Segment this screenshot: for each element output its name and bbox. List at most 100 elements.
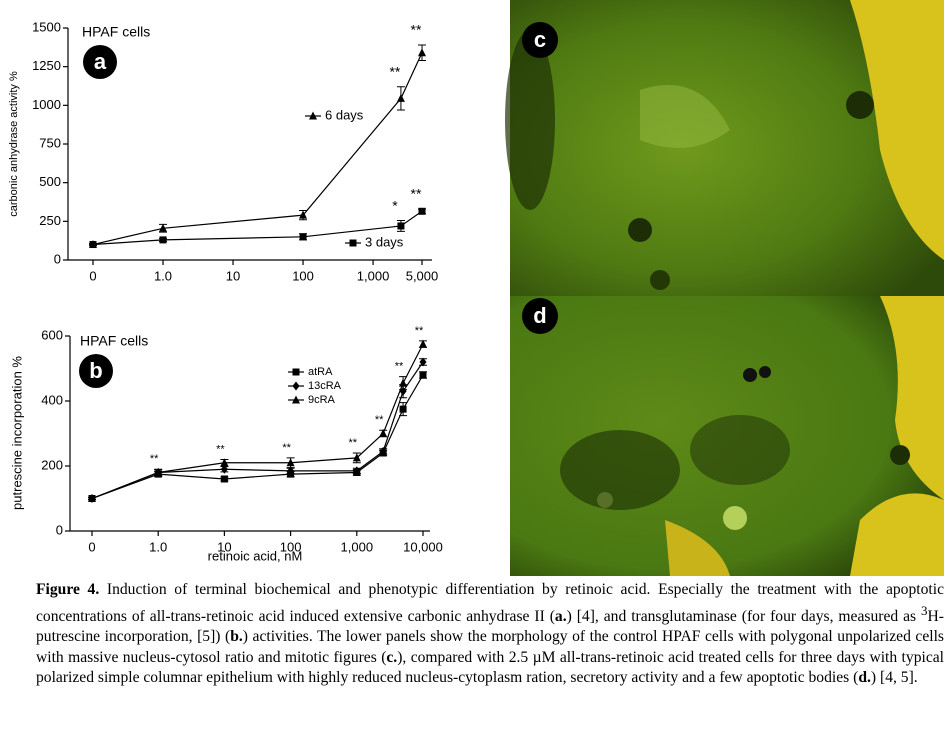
marker	[419, 339, 427, 348]
panel-badge	[522, 298, 558, 334]
marker	[399, 405, 407, 413]
x-tick-label: 0	[89, 268, 96, 283]
significance-label: **	[395, 361, 404, 373]
significance-label: **	[282, 442, 291, 454]
caption-ref: b.	[230, 628, 243, 646]
marker	[154, 468, 163, 476]
marker	[220, 458, 229, 467]
series-line	[91, 343, 424, 500]
legend-marker	[292, 395, 300, 404]
x-tick-label: 1.0	[154, 268, 172, 283]
marker	[286, 458, 295, 467]
y-tick-label: 1250	[32, 58, 61, 73]
caption-ref: d.	[858, 669, 871, 687]
legend-label: 3 days	[365, 234, 404, 249]
marker	[379, 429, 388, 437]
x-tick-label: 1,000	[341, 539, 374, 554]
significance-label: **	[375, 414, 384, 426]
x-axis-label: retinoic acid, nM	[208, 548, 303, 563]
marker	[418, 48, 426, 57]
marker	[397, 222, 405, 230]
y-tick-label: 600	[41, 327, 63, 342]
marker	[220, 475, 228, 483]
y-tick-label: 250	[39, 213, 61, 228]
panel-badge	[79, 354, 113, 388]
marker	[353, 466, 361, 476]
significance-label: **	[349, 437, 358, 449]
chart-title: HPAF cells	[82, 24, 150, 40]
series-line	[91, 361, 424, 500]
significance-label: **	[216, 443, 225, 455]
legend-label: 6 days	[325, 107, 364, 122]
significance-label: **	[389, 63, 400, 79]
panel-label: b	[89, 358, 102, 383]
legend-marker	[309, 111, 317, 120]
y-tick-label: 500	[39, 174, 61, 189]
caption-ref: c.	[386, 648, 398, 666]
caption-text: ) activities. The lower panels show the …	[36, 628, 945, 666]
marker	[287, 466, 295, 476]
marker	[352, 453, 361, 462]
marker	[88, 494, 96, 502]
caption-ref: a.	[554, 607, 567, 625]
legend-marker	[349, 239, 357, 247]
significance-label: **	[150, 453, 159, 465]
caption-label: Figure 4.	[36, 581, 100, 598]
marker	[399, 378, 408, 387]
chart: 0 200 400 600 0 1.0 10 100 1,000 10,000 HPAF cells…	[9, 325, 442, 564]
legend-label: atRA	[308, 366, 333, 378]
micrograph-c: c	[505, 0, 944, 296]
caption-sup: 3	[921, 602, 928, 618]
x-tick-label: 100	[292, 268, 314, 283]
marker	[379, 446, 387, 456]
legend-marker	[292, 381, 300, 391]
panel-badge	[83, 45, 117, 79]
marker	[220, 464, 228, 474]
marker	[418, 207, 426, 215]
panel-label: a	[94, 49, 107, 74]
marker	[299, 233, 307, 241]
panel-label: d	[533, 303, 546, 328]
significance-label: **	[411, 186, 422, 202]
marker	[419, 357, 427, 367]
x-tick-label: 0	[88, 539, 95, 554]
x-tick-label: 10	[217, 539, 231, 554]
chart-title: HPAF cells	[80, 333, 148, 349]
x-tick-label: 100	[280, 539, 302, 554]
y-tick-label: 200	[41, 457, 63, 472]
legend-label: 13cRA	[308, 380, 342, 392]
caption-text: ) [4, 5].	[870, 669, 918, 687]
y-tick-label: 400	[41, 392, 63, 407]
caption-text: ) [4], and transglutaminase (for four da…	[566, 607, 922, 625]
y-tick-label: 0	[54, 251, 61, 266]
x-tick-label: 10,000	[403, 539, 443, 554]
y-tick-label: 1500	[32, 19, 61, 34]
chart: 0 250 500 750 1000 1250 1500 0 1.0 10 100 1,000 5,00…	[8, 19, 438, 283]
legend-label: 9cRA	[308, 394, 336, 406]
legend-marker	[292, 368, 300, 376]
y-tick-label: 750	[39, 135, 61, 150]
caption: Figure 4. Induction of terminal biochemi…	[36, 580, 944, 689]
x-tick-label: 1,000	[357, 268, 390, 283]
marker	[159, 223, 168, 232]
y-axis-label: putrescine incorporation %	[9, 356, 24, 510]
series-line	[92, 52, 423, 246]
significance-label: *	[392, 197, 398, 213]
caption-text: Induction of terminal biochemical and ph…	[36, 581, 944, 625]
panel-badge	[522, 22, 558, 58]
x-tick-label: 5,000	[406, 268, 439, 283]
y-axis-label: carbonic anhydrase activity %	[8, 71, 20, 217]
marker	[299, 210, 308, 219]
x-tick-label: 10	[226, 268, 240, 283]
marker	[89, 241, 97, 249]
marker	[159, 236, 167, 244]
caption-text: ), compared with 2.5 µM all-trans-retino…	[36, 648, 944, 687]
marker	[419, 371, 427, 379]
significance-label: **	[411, 22, 422, 38]
caption-text: H-putrescine incorporation, [5]) (	[36, 607, 944, 646]
micrograph-d: d	[510, 296, 944, 576]
panel-label: c	[534, 27, 546, 52]
marker	[396, 93, 405, 102]
